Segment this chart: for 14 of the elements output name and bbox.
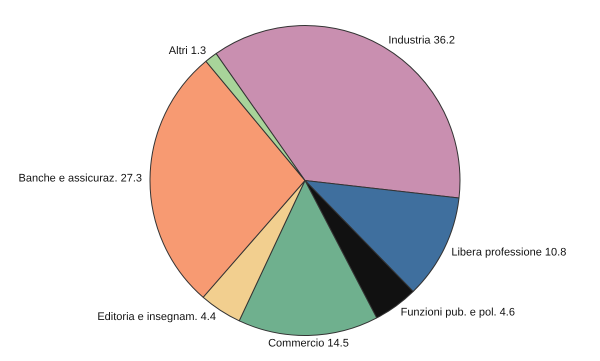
- slice-label: Industria: [388, 34, 432, 46]
- slice-label: Banche e assicuraz.: [18, 172, 118, 185]
- data-label: 14.5: [327, 337, 349, 350]
- data-label: 10.8: [544, 246, 566, 258]
- data-label: 36.2: [434, 34, 456, 46]
- slice-label: Commercio: [268, 337, 324, 350]
- data-label: 1.3: [190, 44, 206, 57]
- slice-label: Editoria e insegnam.: [97, 311, 198, 324]
- slice-label: Libera professione: [451, 246, 542, 258]
- data-label: 4.6: [500, 306, 515, 319]
- slice-label: Funzioni pub. e pol.: [400, 306, 497, 319]
- data-label: 27.3: [120, 172, 142, 185]
- slice-label: Altri: [168, 44, 188, 57]
- data-label: 4.4: [200, 311, 216, 324]
